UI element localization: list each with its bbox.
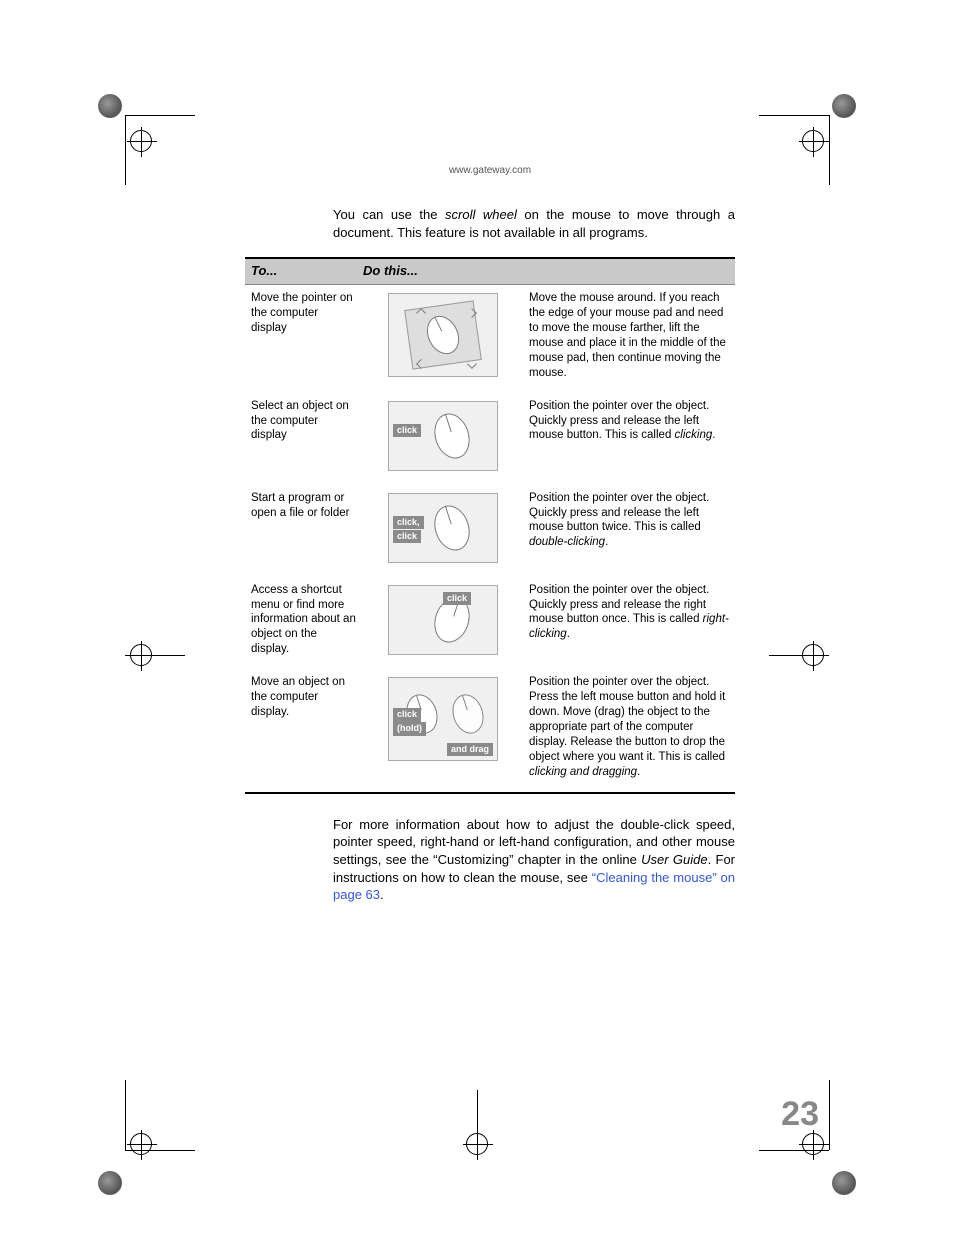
- action-text: Move the pointer on the computer display: [245, 284, 363, 392]
- mouse-illustration-drag: click(hold)and drag: [388, 677, 498, 761]
- illustration-cell: click: [363, 577, 523, 670]
- table-row: Select an object on the computer display…: [245, 393, 735, 485]
- illustration-cell: click(hold)and drag: [363, 669, 523, 793]
- mouse-illustration-move: [388, 293, 498, 377]
- table-row: Access a shortcut menu or find more info…: [245, 577, 735, 670]
- illustration-cell: click: [363, 393, 523, 485]
- outro-paragraph: For more information about how to adjust…: [333, 816, 735, 904]
- outro-post: .: [380, 887, 384, 902]
- table-row: Move an object on the computer display. c…: [245, 669, 735, 793]
- outro-italic: User Guide: [641, 852, 707, 867]
- action-text: Move an object on the computer display.: [245, 669, 363, 793]
- action-text: Start a program or open a file or folder: [245, 485, 363, 577]
- illustration-cell: [363, 284, 523, 392]
- table-header-to: To...: [245, 258, 363, 284]
- mouse-illustration-rclick: click: [388, 585, 498, 655]
- intro-pre: You can use the: [333, 207, 445, 222]
- crop-mark-top-left: [80, 70, 170, 160]
- action-text: Access a shortcut menu or find more info…: [245, 577, 363, 670]
- illustration-cell: click,click: [363, 485, 523, 577]
- crop-mark-bottom-left: [80, 1105, 170, 1195]
- table-header-row: To... Do this...: [245, 258, 735, 284]
- mouse-illustration-click: click: [388, 401, 498, 471]
- description-text: Position the pointer over the object. Qu…: [523, 393, 735, 485]
- description-text: Move the mouse around. If you reach the …: [523, 284, 735, 392]
- crop-mark-mid-left: [80, 610, 170, 700]
- page-content: www.gateway.com You can use the scroll w…: [245, 165, 735, 904]
- page-number: 23: [781, 1095, 819, 1134]
- table-row: Start a program or open a file or folder…: [245, 485, 735, 577]
- header-url: www.gateway.com: [245, 165, 735, 176]
- mouse-actions-table: To... Do this... Move the pointer on the…: [245, 257, 735, 794]
- intro-italic: scroll wheel: [445, 207, 517, 222]
- description-text: Position the pointer over the object. Qu…: [523, 485, 735, 577]
- table-header-do: Do this...: [363, 258, 735, 284]
- table-row: Move the pointer on the computer display…: [245, 284, 735, 392]
- crop-mark-bottom-center: [432, 1105, 522, 1195]
- crop-mark-mid-right: [784, 610, 874, 700]
- description-text: Position the pointer over the object. Pr…: [523, 669, 735, 793]
- mouse-illustration-dblclick: click,click: [388, 493, 498, 563]
- action-text: Select an object on the computer display: [245, 393, 363, 485]
- intro-paragraph: You can use the scroll wheel on the mous…: [333, 206, 735, 241]
- crop-mark-top-right: [784, 70, 874, 160]
- description-text: Position the pointer over the object. Qu…: [523, 577, 735, 670]
